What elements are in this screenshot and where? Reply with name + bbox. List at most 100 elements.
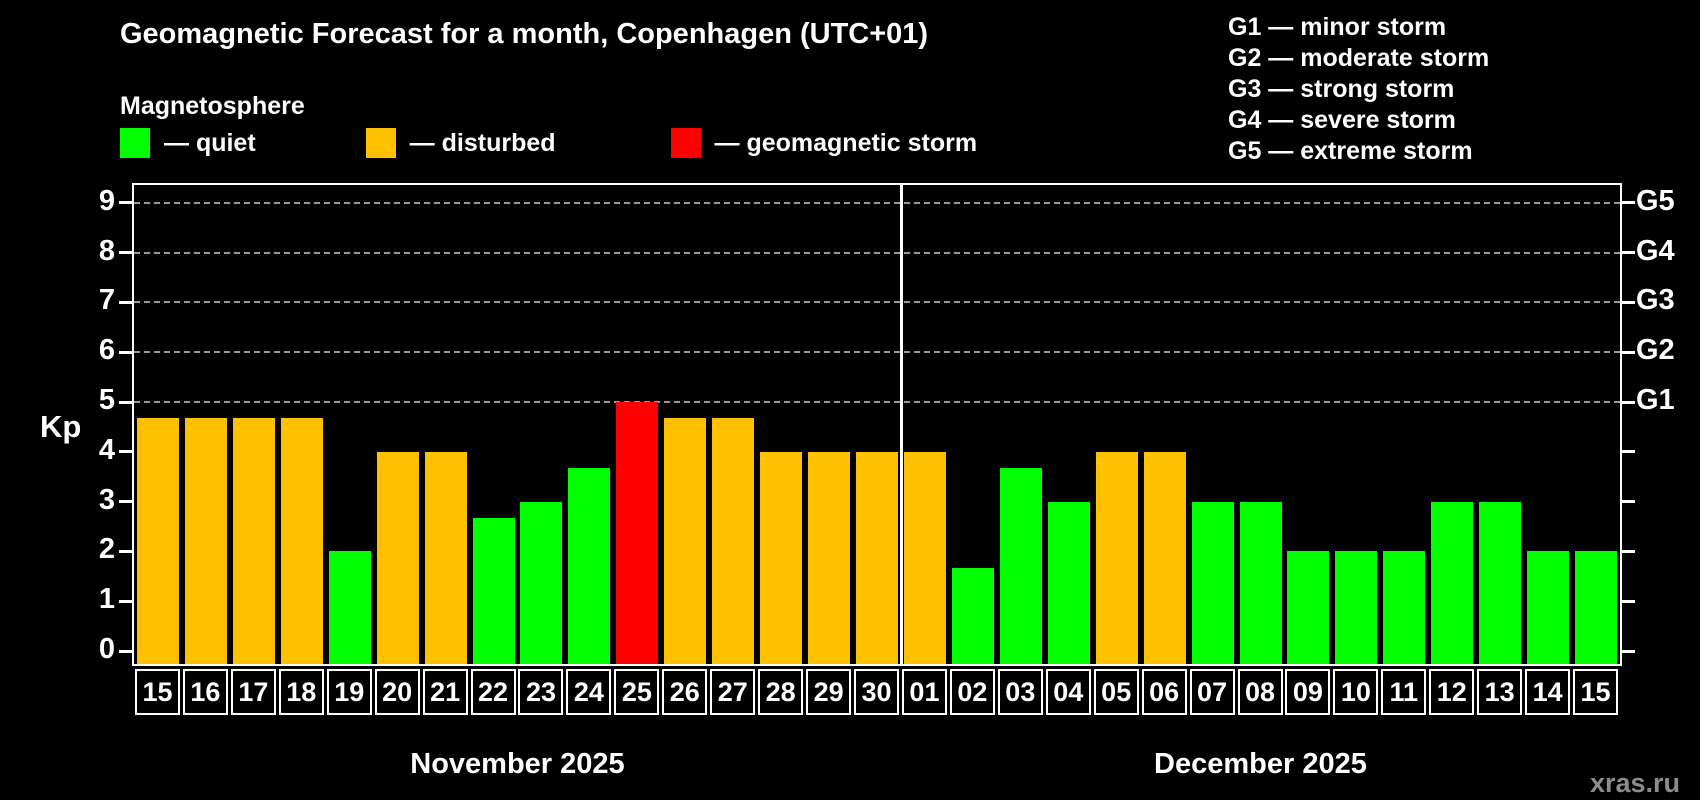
kp-bar-18-disturbed xyxy=(280,418,323,664)
gridline-kp8 xyxy=(134,251,1620,254)
kp-bar-15-quiet xyxy=(1575,551,1618,664)
kp-bar-04-quiet xyxy=(1047,501,1090,664)
date-box-nov-18: 18 xyxy=(278,669,324,715)
y-tick-label-3: 3 xyxy=(98,483,115,516)
legend-item-quiet: — quiet xyxy=(120,128,256,158)
gridline-kp7 xyxy=(134,301,1620,304)
month-label-december: December 2025 xyxy=(1154,748,1367,780)
tick-right-kp0 xyxy=(1622,649,1635,653)
storm-scale-g2: G2 — moderate storm xyxy=(1228,44,1490,72)
kp-bar-07-quiet xyxy=(1191,501,1234,664)
date-box-nov-21: 21 xyxy=(422,669,468,715)
date-box-nov-29: 29 xyxy=(806,669,852,715)
kp-bar-20-disturbed xyxy=(376,451,419,664)
date-box-dec-11: 11 xyxy=(1381,669,1427,715)
date-box-nov-22: 22 xyxy=(470,669,516,715)
date-box-dec-03: 03 xyxy=(997,669,1043,715)
legend: — quiet — disturbed — geomagnetic storm xyxy=(120,128,977,158)
tick-right-kp9 xyxy=(1622,201,1635,205)
kp-bar-02-quiet xyxy=(951,567,994,664)
kp-bar-03-quiet xyxy=(999,468,1042,664)
kp-bar-25-storm xyxy=(616,402,659,664)
date-box-nov-30: 30 xyxy=(854,669,900,715)
date-box-nov-27: 27 xyxy=(710,669,756,715)
y-tick-label-2: 2 xyxy=(98,533,115,566)
date-box-nov-16: 16 xyxy=(182,669,228,715)
kp-bar-22-quiet xyxy=(472,518,515,664)
kp-bar-11-quiet xyxy=(1383,551,1426,664)
date-box-nov-20: 20 xyxy=(374,669,420,715)
storm-swatch-icon xyxy=(670,128,701,158)
storm-scale-g4: G4 — severe storm xyxy=(1228,106,1456,134)
plot-area: 0 1 2 3 4 5 G1 6 G2 7 G3 8 G4 9 G5 xyxy=(99,183,1675,666)
kp-bar-06-disturbed xyxy=(1143,451,1186,664)
date-box-nov-19: 19 xyxy=(326,669,372,715)
right-axis-label-g5: G5 xyxy=(1636,184,1675,217)
date-box-dec-02: 02 xyxy=(949,669,995,715)
chart-subtitle: Magnetosphere xyxy=(120,92,305,120)
y-tick-label-6: 6 xyxy=(98,334,115,367)
kp-bar-12-quiet xyxy=(1431,501,1474,664)
quiet-swatch-icon xyxy=(120,128,150,158)
tick-left-kp9 xyxy=(119,201,132,205)
tick-left-kp0 xyxy=(119,649,132,653)
month-divider-line xyxy=(899,183,903,666)
kp-bar-21-disturbed xyxy=(424,451,467,664)
y-tick-label-9: 9 xyxy=(98,184,115,217)
storm-scale-g3: G3 — strong storm xyxy=(1228,75,1455,103)
legend-item-disturbed: — disturbed xyxy=(365,128,556,158)
date-box-dec-10: 10 xyxy=(1333,669,1379,715)
date-box-dec-09: 09 xyxy=(1285,669,1331,715)
date-box-nov-26: 26 xyxy=(662,669,708,715)
right-axis-label-g3: G3 xyxy=(1636,284,1675,317)
tick-left-kp4 xyxy=(119,450,132,454)
kp-bar-29-disturbed xyxy=(808,451,851,664)
tick-left-kp3 xyxy=(119,500,132,504)
storm-scale-g5: G5 — extreme storm xyxy=(1228,137,1473,165)
month-label-november: November 2025 xyxy=(410,748,625,780)
kp-bar-24-quiet xyxy=(568,468,611,664)
kp-bar-15-disturbed xyxy=(137,418,179,664)
date-box-dec-05: 05 xyxy=(1093,669,1139,715)
y-tick-label-8: 8 xyxy=(98,234,115,267)
tick-left-kp8 xyxy=(119,251,132,255)
legend-label-storm: — geomagnetic storm xyxy=(714,128,978,157)
tick-right-kp8 xyxy=(1622,251,1635,255)
y-tick-label-0: 0 xyxy=(98,633,115,666)
legend-item-storm: — geomagnetic storm xyxy=(670,128,978,158)
date-box-nov-24: 24 xyxy=(566,669,612,715)
kp-bar-30-disturbed xyxy=(856,451,899,664)
tick-right-kp1 xyxy=(1622,599,1635,603)
date-box-nov-15: 15 xyxy=(135,669,180,715)
tick-left-kp1 xyxy=(119,599,132,603)
kp-bar-27-disturbed xyxy=(712,418,755,664)
legend-label-quiet: — quiet xyxy=(164,128,256,157)
date-box-dec-06: 06 xyxy=(1141,669,1187,715)
kp-bar-19-quiet xyxy=(328,551,371,664)
date-box-dec-12: 12 xyxy=(1429,669,1475,715)
storm-scale-legend: G1 — minor storm G2 — moderate storm G3 … xyxy=(1228,12,1489,167)
tick-right-kp2 xyxy=(1622,549,1635,553)
kp-bar-23-quiet xyxy=(520,501,563,664)
kp-bar-17-disturbed xyxy=(232,418,275,664)
right-axis-label-g2: G2 xyxy=(1636,334,1675,367)
date-box-nov-25: 25 xyxy=(614,669,660,715)
x-axis-date-row: 15 16 17 18 19 20 21 22 23 24 25 26 27 28 29 30 01 02 03 04… xyxy=(134,669,1624,715)
tick-right-kp6 xyxy=(1622,350,1635,354)
kp-bar-08-quiet xyxy=(1239,501,1282,664)
chart-title: Geomagnetic Forecast for a month, Copenh… xyxy=(120,18,929,50)
y-tick-label-7: 7 xyxy=(98,284,115,317)
y-tick-label-1: 1 xyxy=(98,583,115,616)
kp-bar-01-disturbed xyxy=(903,451,946,664)
legend-label-disturbed: — disturbed xyxy=(409,128,556,157)
watermark: xras.ru xyxy=(1589,768,1680,798)
date-box-dec-04: 04 xyxy=(1045,669,1091,715)
tick-right-kp5 xyxy=(1622,400,1635,404)
date-box-dec-13: 13 xyxy=(1477,669,1523,715)
y-tick-label-4: 4 xyxy=(98,433,115,466)
date-box-dec-07: 07 xyxy=(1189,669,1235,715)
date-box-dec-08: 08 xyxy=(1237,669,1283,715)
kp-bar-10-quiet xyxy=(1335,551,1378,664)
date-box-dec-01: 01 xyxy=(901,669,947,715)
gridline-kp9 xyxy=(134,201,1620,204)
